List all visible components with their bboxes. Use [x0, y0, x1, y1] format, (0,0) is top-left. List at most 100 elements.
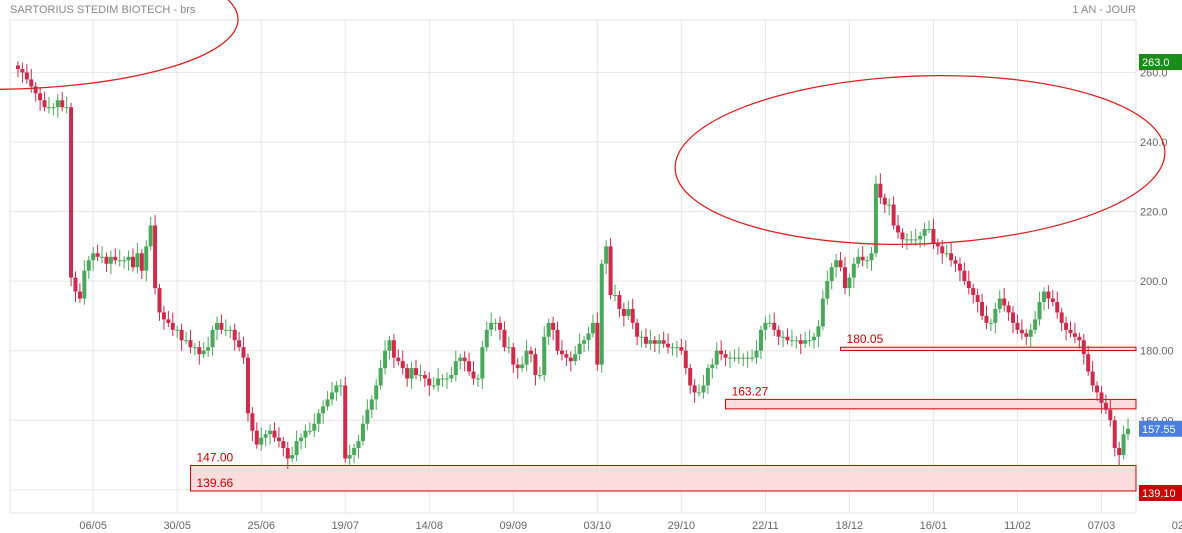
candle-body [1081, 340, 1086, 355]
price-badge [1139, 420, 1182, 437]
candle-body [387, 340, 392, 351]
candle-body [462, 357, 467, 362]
candle-body [1041, 291, 1046, 302]
candle-body [1126, 428, 1130, 435]
candle-body [192, 347, 197, 349]
candle-body [493, 322, 498, 324]
candle-body [431, 385, 436, 387]
candle-body [254, 430, 259, 445]
candle-body [834, 260, 839, 268]
candle-body [113, 256, 118, 261]
candle-body [727, 357, 732, 359]
candle-body [767, 322, 772, 324]
candle-body [1103, 402, 1108, 410]
candle-body [670, 347, 675, 349]
candle-body [228, 329, 233, 331]
candle-body [710, 364, 715, 369]
candle-body [904, 239, 909, 241]
x-tick-label: 29/10 [668, 520, 696, 532]
candle-body [100, 256, 105, 258]
candle-body [887, 204, 892, 206]
candle-body [825, 281, 830, 299]
candle-body [891, 204, 896, 226]
candle-body [175, 329, 180, 331]
candle-body [374, 385, 379, 400]
candle-body [104, 256, 109, 264]
candle-body [573, 354, 578, 362]
x-tick-label: 14/08 [416, 520, 444, 532]
candle-body [745, 357, 750, 359]
chart-title: SARTORIUS STEDIM BIOTECH - brs [10, 4, 196, 16]
candle-body [838, 260, 843, 268]
candle-body [1072, 333, 1077, 337]
candle-body [957, 263, 962, 271]
candle-body [635, 322, 640, 337]
candle-body [237, 340, 242, 348]
candle-body [878, 183, 883, 198]
candle-body [617, 295, 622, 309]
candle-body [993, 308, 998, 323]
candle-body [51, 107, 56, 109]
x-tick-label: 18/12 [836, 520, 864, 532]
candle-body [705, 368, 710, 386]
candle-body [966, 281, 971, 289]
candle-body [1033, 319, 1038, 330]
candle-body [139, 253, 144, 271]
candle-body [135, 253, 140, 268]
candle-body [467, 361, 472, 372]
candle-body [1024, 333, 1029, 337]
candle-body [971, 288, 976, 296]
candle-body [798, 340, 803, 344]
candle-body [219, 322, 224, 330]
candle-body [144, 246, 149, 271]
candle-body [524, 350, 529, 365]
candle-body [29, 79, 34, 87]
candle-body [166, 319, 171, 323]
candle-body [913, 239, 918, 241]
candle-body [674, 347, 679, 349]
candle-body [829, 267, 834, 282]
candle-body [82, 270, 87, 299]
zone-label: 147.00 [196, 450, 233, 464]
candle-body [64, 107, 69, 109]
candle-body [692, 385, 697, 393]
candle-body [785, 336, 790, 341]
candle-body [489, 322, 494, 330]
candle-body [661, 340, 666, 344]
candle-body [551, 322, 556, 330]
candle-body [303, 430, 308, 438]
candle-body [1028, 329, 1033, 337]
candle-body [869, 253, 874, 261]
candle-body [820, 298, 825, 327]
candle-body [69, 107, 74, 278]
candle-body [1077, 336, 1082, 341]
candle-body [259, 437, 264, 445]
candle-body [599, 263, 604, 365]
x-tick-label: 09/09 [500, 520, 528, 532]
candle-body [272, 430, 277, 438]
support-zone [840, 346, 1137, 352]
support-zone [189, 464, 1137, 492]
candle-body [1006, 305, 1011, 313]
candle-body [812, 336, 817, 341]
candle-body [511, 347, 516, 365]
candle-body [444, 378, 449, 380]
candle-body [55, 100, 60, 108]
candle-body [325, 399, 330, 407]
candle-body [276, 437, 281, 442]
candle-body [559, 350, 564, 355]
candle-body [77, 291, 82, 299]
candle-body [294, 441, 299, 456]
period-label[interactable]: 1 AN - JOUR [1072, 4, 1136, 16]
candle-body [201, 350, 206, 355]
candle-body [210, 329, 215, 348]
candle-body [546, 322, 551, 337]
candle-body [962, 270, 967, 282]
candle-body [126, 256, 131, 261]
candle-body [343, 385, 348, 459]
candle-body [281, 441, 286, 449]
candle-body [1037, 301, 1042, 320]
candle-body [940, 246, 945, 254]
candle-body [321, 406, 326, 414]
